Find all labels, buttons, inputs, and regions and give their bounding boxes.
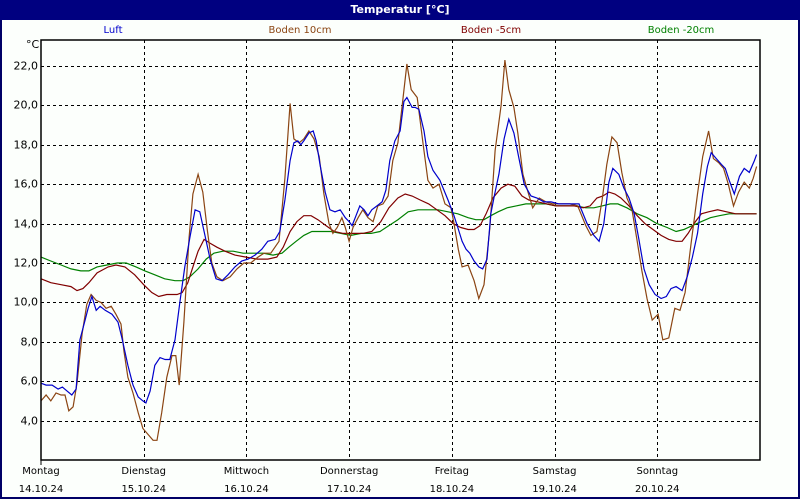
- x-day-label: Samstag: [532, 466, 577, 477]
- y-tick: 22,0: [13, 59, 39, 73]
- x-day-label: Freitag: [434, 466, 469, 477]
- series-line-luft: [40, 96, 758, 404]
- x-date-label: 14.10.24: [18, 484, 64, 495]
- legend-item-boden-10cm: Boden 10cm: [268, 25, 332, 36]
- x-date-label: 19.10.24: [532, 484, 577, 495]
- legend-item-boden-minus-5cm: Boden -5cm: [460, 25, 522, 36]
- legend-item-luft: Luft: [103, 25, 123, 36]
- data-series: [40, 60, 758, 441]
- series-line-boden-10cm: [40, 60, 758, 441]
- y-tick: 12,0: [13, 256, 39, 270]
- x-day-label: Dienstag: [121, 466, 166, 477]
- x-date-label: 16.10.24: [224, 484, 269, 495]
- x-day-label: Montag: [22, 466, 60, 477]
- x-date-label: 15.10.24: [121, 484, 166, 495]
- x-date-label: 20.10.24: [635, 484, 680, 495]
- y-tick: 14,0: [13, 217, 39, 231]
- legend-item-boden-minus-20cm: Boden -20cm: [647, 25, 715, 36]
- y-tick: 4,0: [20, 414, 39, 428]
- y-tick: 8,0: [20, 335, 39, 349]
- series-line-boden-5cm: [40, 183, 757, 298]
- y-tick: 20,0: [13, 98, 39, 112]
- plot-border: [40, 39, 761, 461]
- series-line-boden-20cm: [40, 203, 757, 282]
- x-day-label: Sonntag: [636, 466, 679, 477]
- x-date-label: 18.10.24: [429, 484, 475, 495]
- y-tick: 10,0: [13, 295, 39, 309]
- grid-lines: [40, 40, 760, 465]
- x-day-label: Mittwoch: [223, 466, 270, 477]
- y-tick: 18,0: [13, 138, 39, 152]
- x-day-label: Donnerstag: [319, 466, 379, 477]
- y-axis-unit: °C: [26, 38, 40, 51]
- y-tick: 16,0: [13, 177, 39, 191]
- y-tick: 6,0: [20, 374, 39, 388]
- x-date-label: 17.10.24: [326, 484, 372, 495]
- window-title: Temperatur [°C]: [0, 0, 800, 20]
